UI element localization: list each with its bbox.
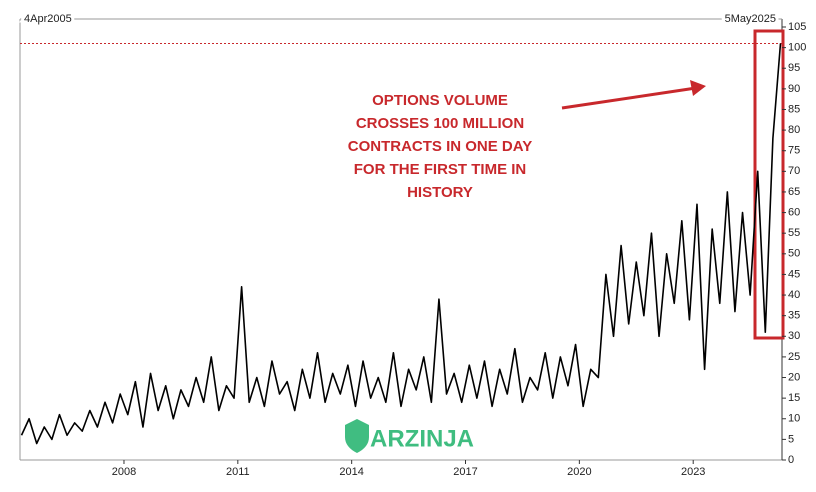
end-label: 5May2025: [725, 13, 776, 25]
y-tick-label: 50: [788, 248, 800, 260]
start-label: 4Apr2005: [24, 13, 72, 25]
x-tick-label: 2008: [112, 466, 136, 478]
y-tick-label: 35: [788, 310, 800, 322]
annotation: OPTIONS VOLUME CROSSES 100 MILLION CONTRAC…: [348, 92, 532, 201]
annotation-line: CROSSES 100 MILLION: [356, 115, 524, 132]
y-tick-label: 60: [788, 206, 800, 218]
y-tick-label: 80: [788, 124, 800, 136]
y-tick-label: 15: [788, 392, 800, 404]
arrow: [561, 86, 697, 110]
y-tick-label: 95: [788, 62, 800, 74]
annotation-line: OPTIONS VOLUME: [372, 92, 508, 109]
y-tick-label: 65: [788, 186, 800, 198]
x-tick-label: 2017: [453, 466, 477, 478]
series-line: [20, 43, 782, 445]
x-tick-label: 2014: [339, 466, 363, 478]
y-tick-label: 100: [788, 42, 806, 54]
highlight-box: [753, 29, 785, 340]
annotation-line: HISTORY: [407, 184, 473, 201]
annotation-line: FOR THE FIRST TIME IN: [354, 161, 527, 178]
watermark-logo: [345, 419, 369, 453]
x-tick-label: 2020: [567, 466, 591, 478]
y-tick-label: 30: [788, 330, 800, 342]
y-tick-label: 0: [788, 454, 794, 466]
y-tick-label: 45: [788, 268, 800, 280]
x-tick-label: 2023: [681, 466, 705, 478]
y-tick-label: 5: [788, 433, 794, 445]
y-tick-label: 55: [788, 227, 800, 239]
annotation-line: CONTRACTS IN ONE DAY: [348, 138, 532, 155]
y-tick-label: 105: [788, 21, 806, 33]
y-tick-label: 75: [788, 145, 800, 157]
y-tick-label: 40: [788, 289, 800, 301]
x-tick-label: 2011: [226, 466, 250, 478]
y-tick-label: 85: [788, 103, 800, 115]
arrow-head: [690, 80, 706, 96]
y-tick-label: 90: [788, 83, 800, 95]
y-tick-label: 20: [788, 371, 800, 383]
y-tick-label: 70: [788, 165, 800, 177]
y-tick-label: 25: [788, 351, 800, 363]
watermark: ARZINJA: [370, 425, 474, 452]
y-tick-label: 10: [788, 413, 800, 425]
